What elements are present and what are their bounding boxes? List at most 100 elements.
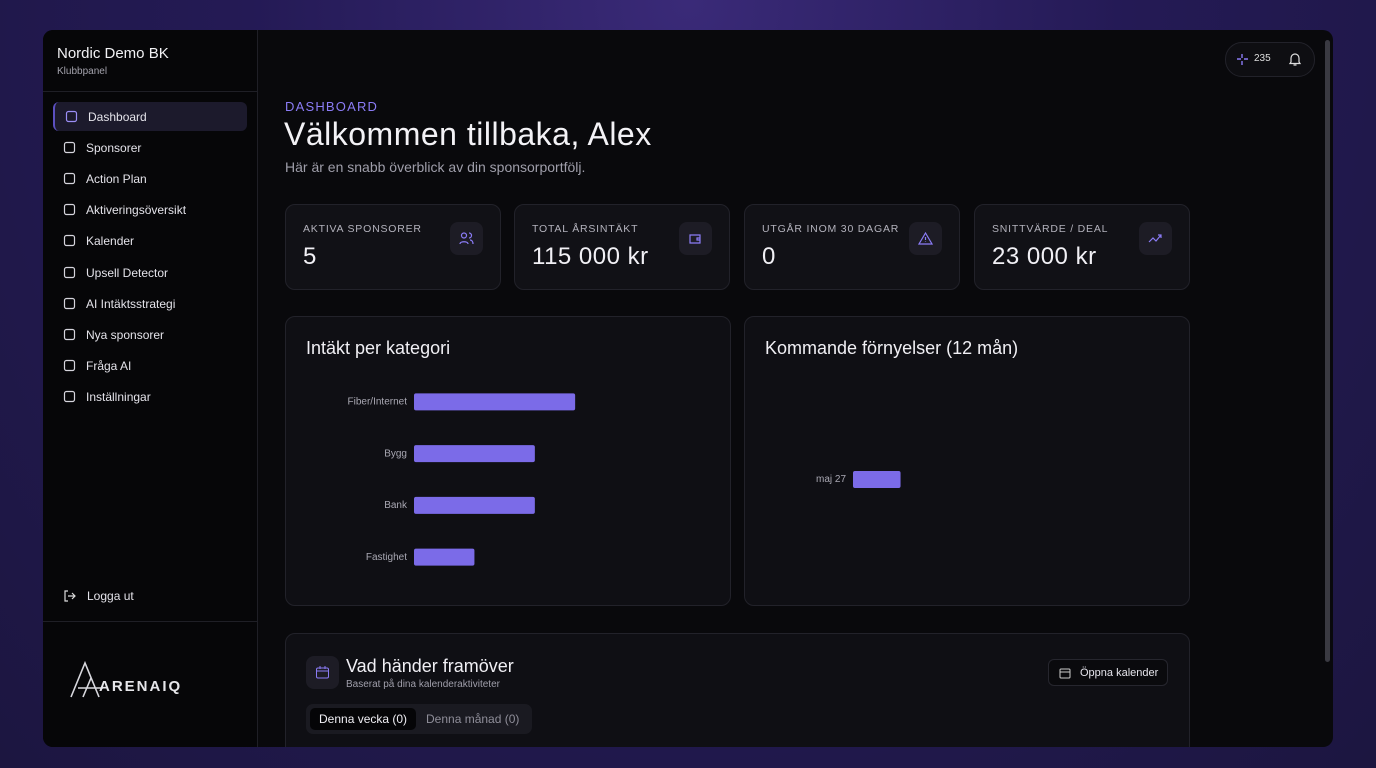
eyebrow: DASHBOARD [285,99,379,114]
logout-icon [64,589,76,602]
nav-label: Upsell Detector [86,265,169,280]
credits-icon [1237,54,1248,65]
scrollbar[interactable] [1325,40,1330,662]
nav-item[interactable]: Upsell Detector [53,258,247,287]
nav-label: Sponsorer [86,140,142,155]
nav-label: Action Plan [86,171,147,186]
topbar-actions: 235 [1225,42,1315,77]
tab[interactable]: Denna vecka (0) [310,708,417,730]
credits: 235 [1254,53,1271,64]
nav-item[interactable]: Inställningar [53,382,247,411]
stat-card: TOTAL ÅRSINTÄKT 115 000 kr [514,204,730,290]
chart: Intäkt per kategori Fiber/Internet Bygg Ban… [306,338,576,566]
tabs: Denna vecka (0) Denna månad (0) [306,704,532,734]
nav-item[interactable]: Fråga AI [53,351,247,380]
nav-item[interactable]: Kalender [53,226,247,255]
nav-icon [63,328,76,341]
nav-icon [63,359,76,372]
nav-icon [63,297,76,310]
icon-shape [1148,234,1162,243]
icon-shape [63,328,76,341]
open-calendar[interactable]: Öppna kalender [1048,659,1168,686]
chart-title: Intäkt per kategori [306,338,450,358]
nav-item[interactable]: Nya sponsorer [53,320,247,349]
nav-icon [63,203,76,216]
category-label: Bygg [384,448,407,459]
chart-title: Kommande förnyelser (12 mån) [765,338,1018,358]
upcoming-card: Vad händer framöver Baserat på dina kale… [285,633,1190,747]
stat-label: SNITTVÄRDE / DEAL [992,223,1109,235]
stat-value: 5 [303,243,317,270]
icon [459,232,474,245]
nav-icon [63,172,76,185]
chart-card: Intäkt per kategori Fiber/Internet Bygg Ban… [285,316,731,606]
bar [414,393,576,411]
category-label: Fiber/Internet [348,397,408,408]
bar [414,496,535,514]
nav-icon [65,110,78,123]
stat-label: AKTIVA SPONSORER [303,223,422,235]
button-icon [1059,668,1071,678]
icon-shape [918,231,933,245]
stat-value: 115 000 kr [532,243,649,270]
icon-shape [63,203,76,216]
stat-icon [1139,222,1172,255]
upcoming-subtitle: Baserat på dina kalenderaktiviteter [346,679,500,690]
nav-label: Dashboard [88,109,147,124]
icon-shape [63,234,76,247]
nav-item[interactable]: Sponsorer [53,133,247,162]
stat-label: TOTAL ÅRSINTÄKT [532,223,639,235]
nav-icon [63,234,76,247]
nav-label: AI Intäktsstrategi [86,296,176,311]
bar [853,471,901,488]
icon-shape [63,359,76,372]
icon-shape [63,297,76,310]
icon-shape [689,234,701,244]
icon-shape [63,141,76,154]
nav-item[interactable]: AI Intäktsstrategi [53,289,247,318]
icon-shape [63,172,76,185]
nav-item[interactable]: Dashboard [53,102,247,131]
bar [414,548,475,566]
nav-item[interactable]: Aktiveringsöversikt [53,195,247,224]
brand-subtitle: Klubbpanel [57,66,108,77]
stat-card: UTGÅR INOM 30 DAGAR 0 [744,204,960,290]
upcoming-icon [306,656,339,689]
icon [1148,234,1162,243]
tab[interactable]: Denna månad (0) [426,712,520,726]
category-label: Fastighet [366,552,407,563]
stat-value: 0 [762,243,776,270]
nav-label: Aktiveringsöversikt [86,202,187,217]
button-label: Öppna kalender [1080,666,1159,679]
stat-icon [450,222,483,255]
icon [689,234,701,244]
icon-shape [63,390,76,403]
stat-card: AKTIVA SPONSORER 5 [285,204,501,290]
category-label: Bank [384,500,408,511]
bar [414,445,535,463]
stat-icon [909,222,942,255]
calendar-icon [316,666,329,679]
nav-label: Kalender [86,233,135,248]
nav-icon [63,390,76,403]
nav-label: Nya sponsorer [86,327,165,342]
nav-item[interactable]: Action Plan [53,164,247,193]
stat-icon [679,222,712,255]
divider [43,621,257,622]
upcoming-title: Vad händer framöver [346,656,514,676]
nav-label: Inställningar [86,389,151,404]
nav-label: Fråga AI [86,358,132,373]
sidebar: Nordic Demo BK Klubbpanel Logga ut ARENA… [43,30,258,747]
stat-card: SNITTVÄRDE / DEAL 23 000 kr [974,204,1190,290]
divider [43,91,257,92]
nav-icon [63,266,76,279]
nav-icon [63,141,76,154]
notifications[interactable] [1288,52,1302,67]
logout[interactable]: Logga ut [53,581,247,610]
category-label: maj 27 [816,474,846,485]
stat-value: 23 000 kr [992,243,1097,270]
chart: Kommande förnyelser (12 mån) maj 27 [765,338,1018,488]
chart-card: Kommande förnyelser (12 mån) maj 27 [744,316,1190,606]
logo-text: ARENAIQ [99,678,182,695]
